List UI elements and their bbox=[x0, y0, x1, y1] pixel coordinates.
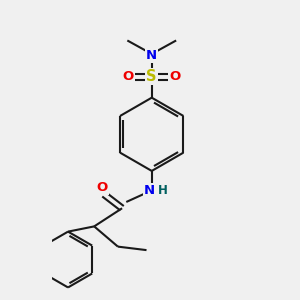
Text: H: H bbox=[158, 184, 168, 196]
Text: O: O bbox=[123, 70, 134, 83]
Text: O: O bbox=[96, 181, 107, 194]
Text: S: S bbox=[146, 69, 157, 84]
Text: N: N bbox=[146, 49, 157, 62]
Text: O: O bbox=[169, 70, 181, 83]
Text: N: N bbox=[144, 184, 155, 196]
